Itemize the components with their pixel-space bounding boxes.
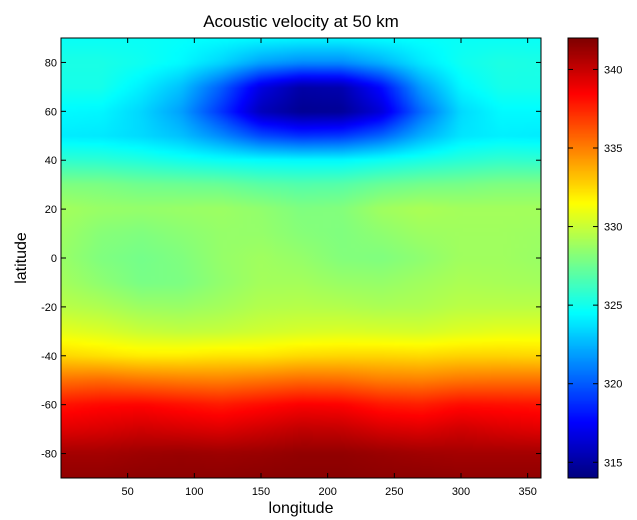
- y-tick-label: -40: [41, 351, 57, 363]
- x-tick-label: 250: [385, 486, 403, 498]
- x-axis-label: longitude: [269, 500, 334, 517]
- y-axis: 80 60 40 20 0 -20 -40 -60 -80: [41, 57, 541, 461]
- colorbar-tick-label: 330: [604, 222, 622, 234]
- plot-area: 50 100 150 200 250 300 350 806040200-20-40-60-…: [41, 37, 542, 498]
- y-tick-label: 80: [45, 57, 57, 69]
- y-tick-label: -20: [41, 302, 57, 314]
- y-tick-label: 20: [45, 204, 57, 216]
- colorbar-gradient: [568, 38, 598, 478]
- x-tick-label: 200: [318, 486, 336, 498]
- y-axis-label: latitude: [13, 232, 30, 284]
- heatmap-image: [61, 38, 541, 478]
- y-tick-label: 60: [45, 106, 57, 118]
- y-tick-label: 0: [51, 253, 57, 265]
- x-tick-label: 350: [518, 486, 536, 498]
- colorbar-axis: 340 335 330 325 320 315: [568, 64, 622, 469]
- chart-title: Acoustic velocity at 50 km: [203, 12, 399, 31]
- x-tick-label: 150: [252, 486, 270, 498]
- x-axis: 50 100 150 200 250 300 350: [122, 38, 537, 498]
- colorbar-tick-label: 320: [604, 379, 622, 391]
- y-tick-label: -60: [41, 400, 57, 412]
- y-tick-label: -80: [41, 449, 57, 461]
- colorbar-tick-label: 315: [604, 457, 622, 469]
- y-tick-label: 40: [45, 155, 57, 167]
- colorbar-tick-label: 335: [604, 143, 622, 155]
- colorbar: 340 335 330 325 320 315: [567, 37, 622, 479]
- colorbar-tick-label: 325: [604, 300, 622, 312]
- x-tick-label: 100: [185, 486, 203, 498]
- colorbar-frame: [567, 37, 599, 479]
- x-tick-label: 50: [122, 486, 134, 498]
- colorbar-tick-label: 340: [604, 64, 622, 76]
- x-tick-label: 300: [452, 486, 470, 498]
